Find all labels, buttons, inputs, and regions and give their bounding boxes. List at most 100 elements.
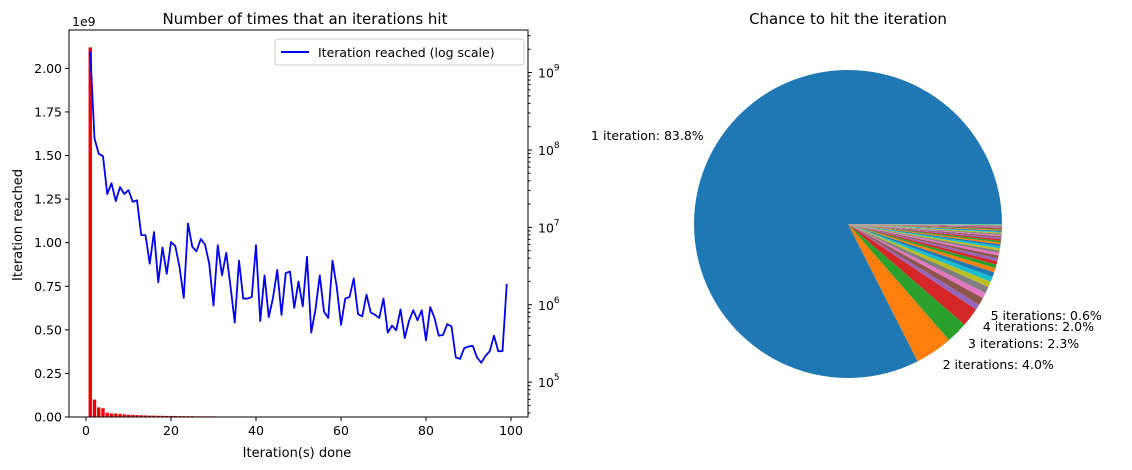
bar bbox=[114, 413, 118, 417]
bar bbox=[143, 415, 148, 417]
pie-slice bbox=[848, 224, 1002, 234]
pie-slice bbox=[848, 224, 996, 273]
y-tick-label: 1.25 bbox=[34, 192, 62, 207]
left-plot-area: 0 20 40 60 80 100 0.00 0.25 0.50 0.75 1.00 1.25 1.50… bbox=[34, 29, 560, 438]
pie-chart-title: Chance to hit the iteration bbox=[749, 10, 947, 28]
pie-slice bbox=[848, 224, 1001, 245]
bar bbox=[160, 415, 165, 417]
bar bbox=[135, 415, 139, 417]
bar bbox=[105, 412, 109, 417]
pie-slice bbox=[848, 224, 1001, 251]
pie-slice bbox=[848, 224, 998, 265]
pie-slice bbox=[848, 224, 1002, 240]
bar bbox=[148, 415, 152, 417]
y-tick-label: 1.50 bbox=[34, 148, 62, 163]
legend-box bbox=[274, 38, 525, 66]
bar bbox=[97, 407, 101, 417]
plot-frame bbox=[68, 29, 529, 418]
bar bbox=[156, 415, 160, 417]
x-tick-label: 0 bbox=[82, 423, 90, 438]
bar bbox=[92, 399, 97, 417]
pie-slice bbox=[848, 224, 1000, 254]
pie-slice bbox=[848, 224, 1002, 229]
pie-slice bbox=[848, 224, 1003, 226]
y-tick-label: 0.50 bbox=[34, 322, 62, 337]
right-tick-label: 105 bbox=[538, 373, 560, 390]
x-tick-label: 20 bbox=[163, 423, 179, 438]
bar bbox=[139, 415, 143, 417]
pie-slice-label: 5 iterations: 0.6% bbox=[991, 308, 1102, 323]
pie-slice bbox=[848, 224, 1002, 228]
bar bbox=[88, 47, 92, 417]
x-tick-label: 40 bbox=[248, 423, 264, 438]
y-offset-label: 1e9 bbox=[72, 14, 96, 29]
pie-slice bbox=[848, 224, 1002, 228]
pie-slice bbox=[848, 224, 993, 282]
bar bbox=[131, 414, 135, 417]
legend: Iteration reached (log scale) bbox=[274, 38, 525, 66]
pie-slice bbox=[848, 224, 999, 262]
pie-slice bbox=[848, 224, 1002, 231]
pie-slice bbox=[848, 224, 1002, 236]
line-series bbox=[89, 51, 508, 364]
pie-slice bbox=[848, 224, 989, 294]
x-tick-label: 100 bbox=[499, 423, 523, 438]
bar bbox=[122, 414, 126, 417]
pie-slice-label: 2 iterations: 4.0% bbox=[943, 357, 1054, 372]
x-tick-label: 80 bbox=[418, 423, 434, 438]
pie-slice bbox=[848, 224, 995, 277]
bar bbox=[101, 408, 105, 417]
pie-slice bbox=[848, 224, 1002, 230]
pie-slice-label: 1 iteration: 83.8% bbox=[591, 128, 704, 143]
pie-slice bbox=[848, 224, 1000, 256]
bar bbox=[118, 413, 122, 417]
pie-slice bbox=[848, 224, 1002, 232]
pie-slice bbox=[848, 224, 1002, 227]
pie-slice bbox=[848, 224, 1002, 243]
right-tick-label: 107 bbox=[538, 218, 560, 235]
bar bbox=[165, 415, 169, 417]
pie-slice bbox=[848, 224, 986, 299]
pie-slice bbox=[848, 224, 1003, 225]
pie-slice bbox=[848, 224, 1002, 237]
pie-slice bbox=[848, 224, 983, 305]
pie-slice bbox=[848, 224, 1001, 247]
y-tick-label: 0.75 bbox=[34, 279, 62, 294]
left-chart-title: Number of times that an iterations hit bbox=[163, 10, 448, 28]
bar bbox=[169, 415, 173, 417]
pie-slice bbox=[848, 224, 950, 362]
pie-plot-area: 1 iteration: 83.8% 2 iterations: 4.0% 3 it… bbox=[591, 69, 1102, 378]
right-tick-label: 106 bbox=[538, 296, 560, 313]
y-tick-label: 0.25 bbox=[34, 366, 62, 381]
pie-slice bbox=[694, 69, 1002, 378]
legend-label: Iteration reached (log scale) bbox=[318, 45, 495, 60]
x-tick-label: 60 bbox=[333, 423, 349, 438]
pie-slice-label: 3 iterations: 2.3% bbox=[968, 336, 1079, 351]
y-tick-label: 2.00 bbox=[34, 61, 62, 76]
left-chart: Number of times that an iterations hit I… bbox=[11, 10, 560, 461]
pie-slice bbox=[848, 224, 1002, 241]
x-axis-label: Iteration(s) done bbox=[243, 446, 352, 461]
right-chart: Chance to hit the iteration 1 iteration:… bbox=[591, 10, 1102, 378]
pie-slice bbox=[848, 224, 1002, 233]
y-tick-label: 1.00 bbox=[34, 235, 62, 250]
pie-slice bbox=[848, 224, 999, 259]
bar bbox=[126, 414, 131, 417]
bar bbox=[173, 415, 177, 417]
right-tick-label: 108 bbox=[538, 141, 560, 158]
pie-slice-label: 4 iterations: 2.0% bbox=[983, 319, 1094, 334]
y-tick-label: 0.00 bbox=[34, 410, 62, 425]
pie-slice bbox=[848, 224, 1002, 226]
bar bbox=[152, 415, 156, 417]
pie-slice bbox=[848, 224, 991, 288]
pie-slice bbox=[848, 224, 980, 310]
pie-slice bbox=[848, 224, 977, 325]
right-tick-label: 109 bbox=[538, 64, 560, 81]
pie-slice bbox=[848, 224, 965, 341]
pie-slice bbox=[848, 224, 997, 269]
pie-slice bbox=[848, 224, 1001, 249]
pie-slice bbox=[848, 224, 1002, 238]
y-tick-label: 1.75 bbox=[34, 104, 62, 119]
y-axis-label: Iteration reached bbox=[11, 169, 26, 281]
